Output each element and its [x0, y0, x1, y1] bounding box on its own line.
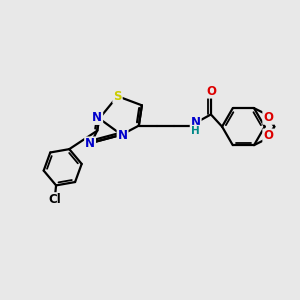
Text: H: H — [191, 126, 200, 136]
Text: S: S — [113, 90, 122, 103]
Text: N: N — [85, 137, 95, 150]
Text: O: O — [263, 111, 273, 124]
Text: O: O — [206, 85, 216, 98]
Text: N: N — [92, 111, 102, 124]
Text: N: N — [191, 116, 201, 129]
Text: N: N — [118, 129, 128, 142]
Text: O: O — [263, 130, 273, 142]
Text: Cl: Cl — [49, 193, 62, 206]
